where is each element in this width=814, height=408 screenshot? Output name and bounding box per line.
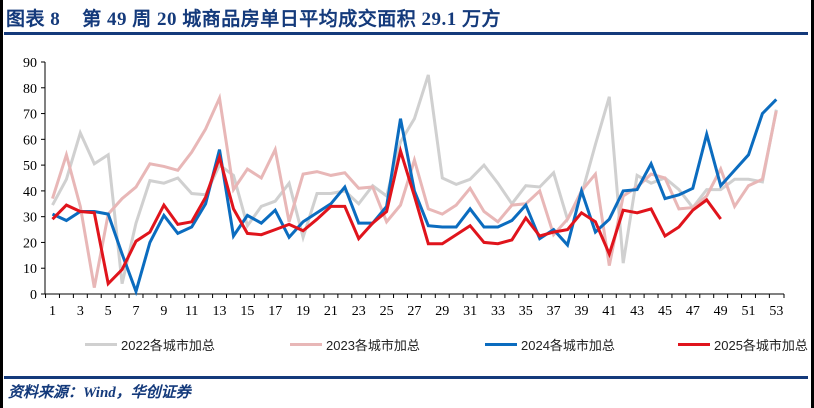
y-tick-label: 10	[23, 262, 37, 277]
x-tick-label: 7	[133, 304, 140, 319]
footer-divider	[4, 376, 808, 379]
x-tick-label: 15	[240, 304, 254, 319]
y-tick-label: 20	[23, 236, 37, 251]
x-tick-label: 9	[160, 304, 167, 319]
x-tick-label: 43	[630, 304, 644, 319]
x-tick-label: 5	[105, 304, 112, 319]
x-tick-label: 11	[185, 304, 198, 319]
legend-swatch	[290, 343, 322, 346]
x-tick-label: 13	[213, 304, 227, 319]
series-line-2022	[51, 74, 778, 285]
x-tick-label: 3	[77, 304, 84, 319]
x-tick-label: 17	[268, 304, 282, 319]
right-border	[811, 0, 814, 408]
x-tick-label: 29	[435, 304, 449, 319]
legend-item-2022: 2022各城市加总	[85, 335, 215, 354]
x-tick-label: 25	[380, 304, 394, 319]
y-tick-label: 70	[23, 108, 37, 123]
title-divider	[4, 32, 808, 35]
figure-title: 图表 8 第 49 周 20 城商品房单日平均成交面积 29.1 万方	[6, 2, 501, 32]
legend-swatch	[678, 343, 710, 346]
legend-item-2025: 2025各城市加总	[678, 335, 808, 354]
figure-label: 图表 8	[6, 8, 61, 30]
x-tick-label: 51	[742, 304, 756, 319]
left-border	[0, 0, 3, 408]
legend-label: 2023各城市加总	[326, 338, 420, 353]
x-tick-label: 35	[519, 304, 533, 319]
legend-swatch	[485, 343, 517, 346]
x-tick-label: 53	[769, 304, 783, 319]
y-tick-label: 0	[30, 288, 37, 303]
y-tick-label: 60	[23, 133, 37, 148]
x-tick-label: 41	[602, 304, 616, 319]
chart-legend: 2022各城市加总 2023各城市加总 2024各城市加总 2025各城市加总	[0, 335, 814, 357]
series-line-2024	[51, 98, 778, 297]
legend-label: 2022各城市加总	[121, 338, 215, 353]
x-tick-label: 23	[352, 304, 366, 319]
y-tick-label: 30	[23, 211, 37, 226]
x-tick-label: 45	[658, 304, 672, 319]
x-tick-label: 39	[574, 304, 588, 319]
legend-swatch	[85, 343, 117, 346]
source-note: 资料来源：Wind，华创证券	[8, 385, 191, 401]
legend-item-2024: 2024各城市加总	[485, 335, 615, 354]
legend-item-2023: 2023各城市加总	[290, 335, 420, 354]
y-tick-label: 50	[23, 159, 37, 174]
x-tick-label: 47	[686, 304, 700, 319]
x-tick-label: 27	[407, 304, 421, 319]
figure-title-text: 第 49 周 20 城商品房单日平均成交面积 29.1 万方	[82, 8, 502, 30]
x-tick-label: 1	[49, 304, 56, 319]
x-tick-label: 31	[463, 304, 477, 319]
y-tick-label: 80	[23, 82, 37, 97]
x-tick-label: 33	[491, 304, 505, 319]
y-tick-label: 40	[23, 185, 37, 200]
series-line-2025	[51, 145, 722, 287]
x-tick-label: 21	[324, 304, 338, 319]
legend-label: 2025各城市加总	[714, 338, 808, 353]
legend-label: 2024各城市加总	[521, 338, 615, 353]
chart-series	[51, 74, 778, 297]
x-tick-label: 19	[296, 304, 310, 319]
x-tick-label: 49	[714, 304, 728, 319]
y-tick-label: 90	[23, 56, 37, 71]
x-tick-label: 37	[547, 304, 561, 319]
